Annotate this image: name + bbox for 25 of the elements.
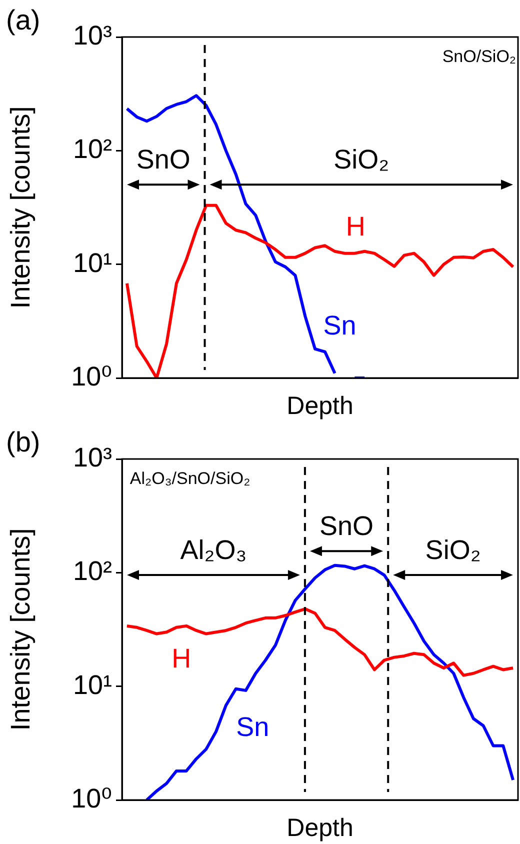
chart-title: (a) (6, 4, 40, 36)
annotation: SiO₂ (334, 144, 390, 175)
y-tick-label: 10¹ (72, 248, 112, 278)
y-tick-label: 10⁰ (71, 783, 112, 814)
y-tick-label: 10³ (72, 20, 112, 50)
y-tick-label: 10¹ (72, 670, 112, 700)
y-axis-title: Intensity [counts] (6, 528, 36, 731)
y-tick-label: 10³ (72, 442, 112, 472)
annotation: SnO (320, 511, 374, 542)
annotation: Al₂O₃/SnO/SiO₂ (130, 469, 250, 488)
x-axis-title: Depth (286, 814, 354, 842)
chart-title: (b) (6, 426, 40, 458)
x-axis-title: Depth (286, 392, 354, 420)
series-label: H (346, 211, 366, 242)
series-label: Sn (236, 712, 270, 742)
series-label: Sn (323, 310, 356, 340)
annotation: SnO/SiO₂ (442, 47, 516, 66)
series-label: H (172, 644, 192, 674)
y-tick-label: 10² (72, 134, 112, 164)
y-tick-label: 10² (72, 556, 112, 586)
annotation: SiO₂ (425, 534, 481, 565)
y-tick-label: 10⁰ (71, 361, 112, 392)
annotation: Al₂O₃ (180, 534, 247, 565)
annotation: SnO (136, 144, 190, 175)
y-axis-title: Intensity [counts] (6, 106, 36, 309)
